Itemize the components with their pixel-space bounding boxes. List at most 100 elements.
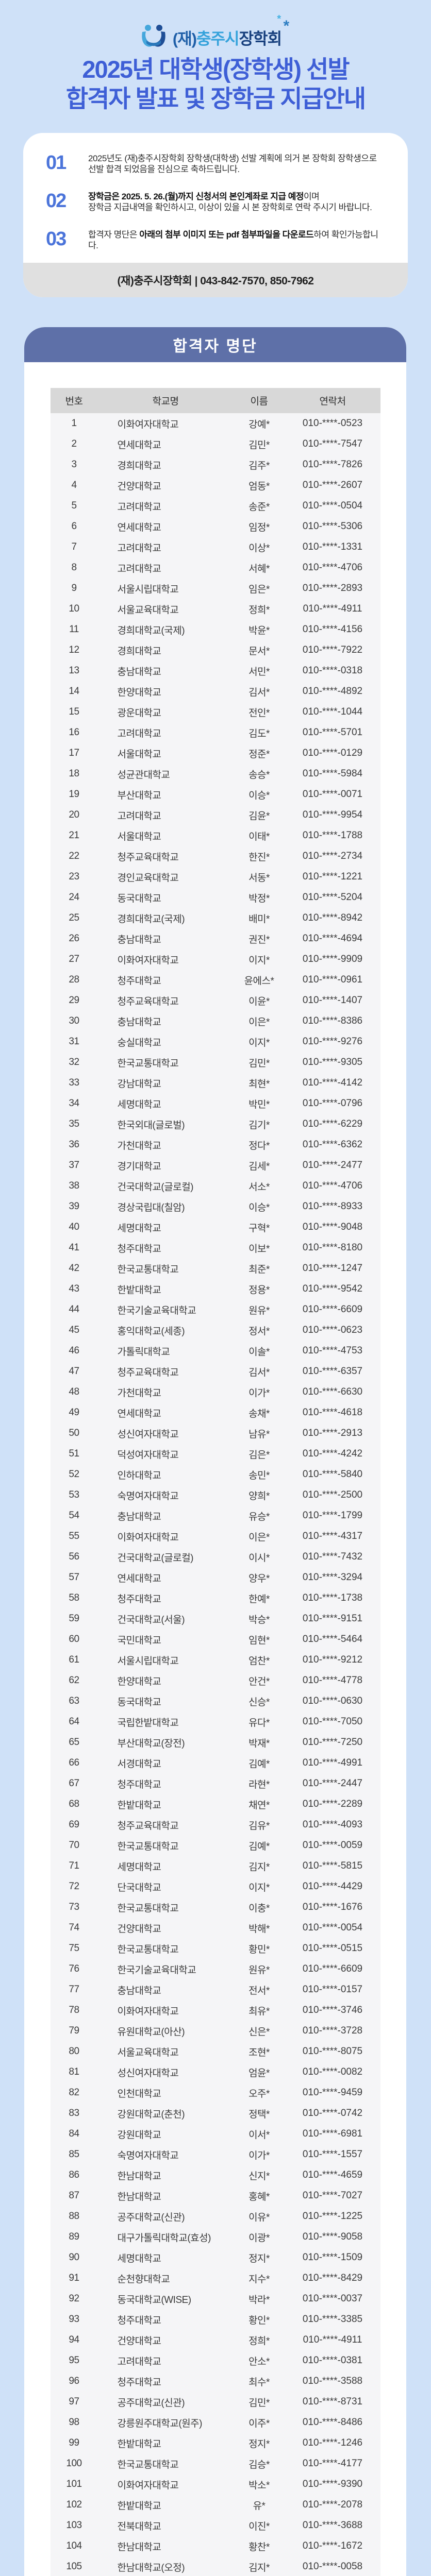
- table-row: 44 한국기술교육대학교 원유* 010-****-6609: [51, 1299, 380, 1320]
- cell-no: 59: [69, 1613, 79, 1624]
- cell-no: 82: [69, 2087, 79, 2098]
- table-row: 7 고려대학교 이상* 010-****-1331: [51, 537, 380, 557]
- cell-no: 2: [71, 438, 77, 449]
- cell-school: 한남대학교: [117, 2541, 161, 2553]
- table-row: 41 청주대학교 이보* 010-****-8180: [51, 1238, 380, 1258]
- cell-name: 정서*: [248, 1326, 270, 1337]
- cell-name: 정지*: [248, 2253, 270, 2264]
- notice-list: 01 2025년도 (재)충주시장학회 장학생(대학생) 선발 계획에 의거 본…: [23, 133, 408, 251]
- cell-no: 88: [69, 2211, 79, 2222]
- cell-phone: 010-****-1246: [302, 2437, 363, 2448]
- cell-name: 황민*: [248, 1944, 270, 1955]
- table-row: 16 고려대학교 김도* 010-****-5701: [51, 722, 380, 743]
- cell-no: 76: [69, 1963, 79, 1974]
- cell-name: 박승*: [248, 1614, 270, 1625]
- table-row: 49 연세대학교 송채* 010-****-4618: [51, 1402, 380, 1423]
- table-row: 48 가천대학교 이가* 010-****-6630: [51, 1382, 380, 1402]
- cell-school: 고려대학교: [117, 810, 161, 822]
- table-row: 39 경상국립대(칠암) 이승* 010-****-8933: [51, 1196, 380, 1217]
- cell-no: 80: [69, 2046, 79, 2057]
- cell-school: 한국교통대학교: [117, 1264, 179, 1275]
- table-row: 15 광운대학교 전인* 010-****-1044: [51, 702, 380, 722]
- cell-school: 가천대학교: [117, 1387, 161, 1399]
- cell-no: 28: [69, 974, 79, 985]
- cell-school: 경상국립대(칠암): [117, 1202, 185, 1213]
- cell-school: 서울대학교: [117, 749, 161, 760]
- cell-school: 성균관대학교: [117, 769, 170, 781]
- cell-name: 양우*: [248, 1573, 270, 1584]
- cell-no: 56: [69, 1551, 79, 1562]
- cell-no: 65: [69, 1737, 79, 1748]
- cell-no: 10: [69, 603, 79, 614]
- cell-phone: 010-****-0037: [302, 2293, 363, 2304]
- table-row: 23 경인교육대학교 서동* 010-****-1221: [51, 867, 380, 887]
- cell-no: 74: [69, 1922, 79, 1933]
- cell-no: 14: [69, 686, 79, 697]
- cell-name: 신승*: [248, 1697, 270, 1708]
- table-row: 35 한국외대(글로벌) 김기* 010-****-6229: [51, 1114, 380, 1134]
- cell-phone: 010-****-4618: [302, 1407, 363, 1418]
- cell-no: 50: [69, 1428, 79, 1438]
- cell-no: 25: [69, 912, 79, 923]
- cell-name: 구혁*: [248, 1223, 270, 1234]
- cell-school: 강남대학교: [117, 1078, 161, 1090]
- table-row: 56 건국대학교(글로컬) 이시* 010-****-7432: [51, 1547, 380, 1567]
- cell-name: 박정*: [248, 893, 270, 904]
- cell-phone: 010-****-0058: [302, 2561, 363, 2572]
- cell-phone: 010-****-1221: [302, 871, 363, 882]
- table-row: 57 연세대학교 양우* 010-****-3294: [51, 1567, 380, 1588]
- cell-no: 79: [69, 2025, 79, 2036]
- cell-school: 단국대학교: [117, 1882, 161, 1893]
- cell-name: 최유*: [248, 2006, 270, 2017]
- cell-name: 서동*: [248, 872, 270, 884]
- cell-name: 정준*: [248, 749, 270, 760]
- cell-phone: 010-****-8429: [302, 2273, 363, 2283]
- cell-phone: 010-****-0157: [302, 1984, 363, 1995]
- cell-name: 이보*: [248, 1243, 270, 1255]
- cell-school: 청주교육대학교: [117, 1820, 179, 1832]
- page-title-line1: 2025년 대학생(장학생) 선발: [82, 56, 350, 83]
- cell-school: 한남대학교(오정): [117, 2562, 185, 2573]
- cell-name: 송준*: [248, 501, 270, 513]
- cell-phone: 010-****-1557: [302, 2149, 363, 2160]
- cell-phone: 010-****-4911: [303, 603, 362, 614]
- table-row: 87 한남대학교 홍혜* 010-****-7027: [51, 2185, 380, 2206]
- table-row: 63 동국대학교 신승* 010-****-0630: [51, 1691, 380, 1711]
- table-row: 2 연세대학교 김민* 010-****-7547: [51, 434, 380, 454]
- cell-school: 가톨릭대학교: [117, 1346, 170, 1358]
- cell-phone: 010-****-4991: [302, 1757, 363, 1768]
- cell-name: 박민*: [248, 1099, 270, 1110]
- cell-phone: 010-****-7547: [302, 438, 363, 449]
- table-row: 93 청주대학교 황인* 010-****-3385: [51, 2309, 380, 2330]
- cell-school: 국민대학교: [117, 1635, 161, 1646]
- roster-table: 번호 학교명 이름 연락처 1 이화여자대학교 강예* 010-****-0523 2 연…: [50, 388, 380, 2576]
- notice-text: 2025년도 (재)충주시장학회 장학생(대학생) 선발 계획에 의거 본 장학…: [88, 154, 377, 174]
- table-row: 33 강남대학교 최현* 010-****-4142: [51, 1073, 380, 1093]
- cell-no: 22: [69, 851, 79, 861]
- cell-phone: 010-****-7922: [302, 645, 363, 655]
- cell-no: 21: [69, 830, 79, 841]
- cell-school: 성신여자대학교: [117, 1429, 179, 1440]
- cell-school: 한밭대학교: [117, 1284, 161, 1296]
- table-row: 17 서울대학교 정준* 010-****-0129: [51, 743, 380, 764]
- cell-phone: 010-****-4093: [302, 1819, 363, 1830]
- cell-name: 박윤*: [248, 625, 270, 636]
- cell-phone: 010-****-2477: [302, 1160, 363, 1171]
- cell-phone: 010-****-6362: [302, 1139, 363, 1150]
- cell-phone: 010-****-6357: [302, 1366, 363, 1377]
- cell-no: 101: [66, 2479, 82, 2489]
- cell-phone: 010-****-8933: [302, 1201, 363, 1212]
- cell-name: 김세*: [248, 1161, 270, 1172]
- table-row: 43 한밭대학교 정용* 010-****-9542: [51, 1279, 380, 1299]
- cell-no: 96: [69, 2376, 79, 2386]
- cell-school: 건국대학교(서울): [117, 1614, 185, 1625]
- cell-name: 서소*: [248, 1181, 270, 1193]
- table-row: 50 성신여자대학교 남유* 010-****-2913: [51, 1423, 380, 1444]
- cell-name: 이은*: [248, 1532, 270, 1543]
- cell-no: 48: [69, 1386, 79, 1397]
- cell-name: 황인*: [248, 2315, 270, 2326]
- table-row: 77 충남대학교 전서* 010-****-0157: [51, 1979, 380, 2000]
- cell-no: 77: [69, 1984, 79, 1995]
- cell-name: 엄동*: [248, 481, 270, 492]
- cell-no: 24: [69, 892, 79, 903]
